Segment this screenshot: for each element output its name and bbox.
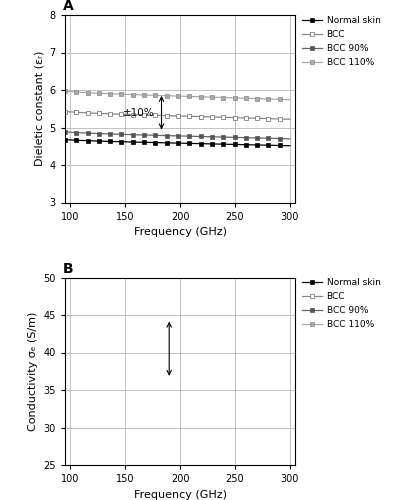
BCC bbox=[76, 110, 81, 116]
Y-axis label: Dieletic constant (εᵣ): Dieletic constant (εᵣ) bbox=[34, 51, 44, 166]
BCC bbox=[268, 116, 273, 121]
Line: Normal skin: Normal skin bbox=[62, 137, 292, 148]
Line: BCC: BCC bbox=[62, 109, 292, 122]
Normal skin bbox=[76, 138, 81, 143]
Normal skin bbox=[276, 142, 281, 148]
Normal skin bbox=[104, 138, 109, 144]
BCC 110% bbox=[122, 92, 127, 98]
Y-axis label: Conductivity σₑ (S/m): Conductivity σₑ (S/m) bbox=[28, 312, 38, 431]
BCC bbox=[62, 108, 67, 114]
BCC 110% bbox=[276, 96, 281, 102]
BCC bbox=[287, 116, 292, 122]
Normal skin bbox=[287, 142, 292, 148]
BCC 90% bbox=[62, 129, 67, 135]
BCC 90% bbox=[268, 136, 273, 141]
BCC 90% bbox=[287, 136, 292, 142]
BCC bbox=[72, 109, 77, 115]
Normal skin bbox=[122, 139, 127, 145]
BCC 90% bbox=[72, 130, 77, 136]
BCC 90% bbox=[276, 136, 281, 141]
BCC 90% bbox=[122, 132, 127, 138]
BCC 110% bbox=[76, 89, 81, 95]
Normal skin bbox=[62, 136, 67, 142]
BCC bbox=[276, 116, 281, 122]
Normal skin bbox=[72, 137, 77, 143]
X-axis label: Frequency (GHz): Frequency (GHz) bbox=[134, 490, 227, 500]
Text: A: A bbox=[63, 0, 73, 13]
BCC 90% bbox=[104, 131, 109, 137]
BCC 110% bbox=[287, 96, 292, 102]
Line: BCC 110%: BCC 110% bbox=[62, 89, 292, 102]
Line: BCC 90%: BCC 90% bbox=[62, 130, 292, 141]
BCC 110% bbox=[268, 96, 273, 102]
Text: B: B bbox=[63, 262, 73, 276]
BCC 110% bbox=[72, 89, 77, 95]
BCC 90% bbox=[76, 130, 81, 136]
BCC 110% bbox=[104, 90, 109, 96]
BCC bbox=[104, 110, 109, 116]
Legend: Normal skin, BCC, BCC 90%, BCC 110%: Normal skin, BCC, BCC 90%, BCC 110% bbox=[302, 278, 380, 329]
Normal skin bbox=[268, 142, 273, 148]
BCC bbox=[122, 112, 127, 117]
Legend: Normal skin, BCC, BCC 90%, BCC 110%: Normal skin, BCC, BCC 90%, BCC 110% bbox=[302, 16, 380, 66]
BCC 110% bbox=[62, 88, 67, 94]
X-axis label: Frequency (GHz): Frequency (GHz) bbox=[134, 227, 227, 237]
Text: ±10%: ±10% bbox=[123, 108, 155, 118]
